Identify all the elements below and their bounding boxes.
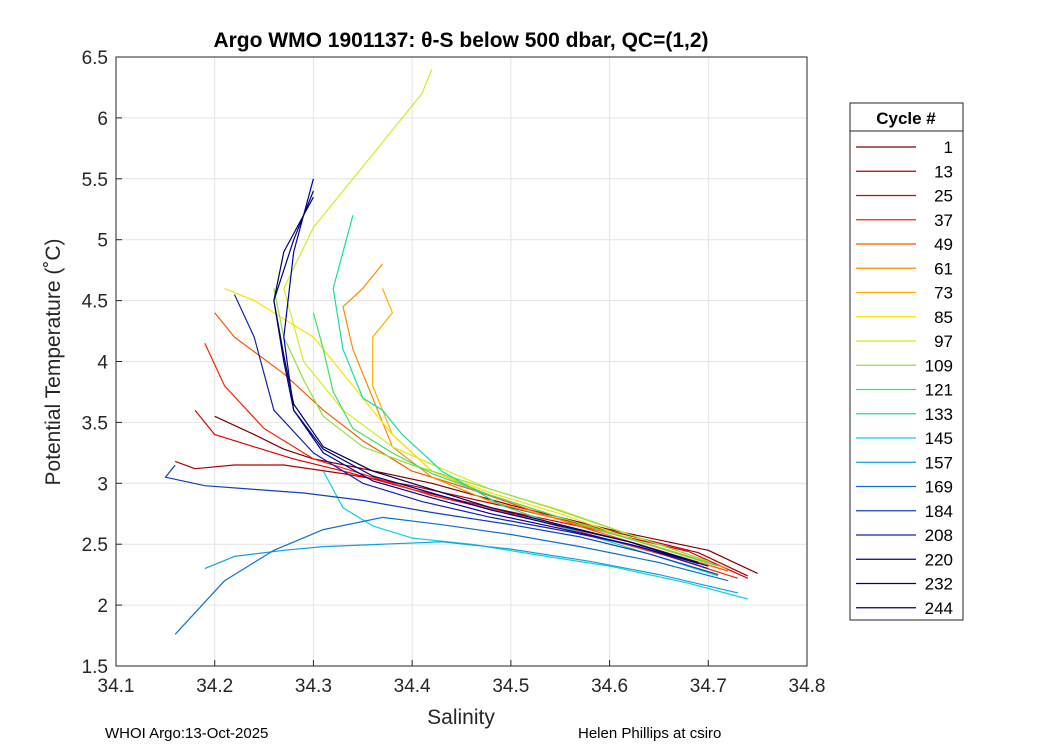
series-line-cycle-1 — [214, 415, 758, 574]
x-axis-label: Salinity — [427, 706, 495, 729]
series-line-cycle-25 — [194, 409, 749, 579]
series-line-cycle-184 — [164, 464, 719, 576]
series-line-cycle-208 — [233, 294, 709, 570]
legend-label: 13 — [934, 162, 953, 181]
series-line-cycle-157 — [204, 541, 739, 594]
x-tick-label: 34.3 — [295, 676, 332, 697]
y-tick-label: 6.5 — [82, 48, 108, 69]
legend-label: 133 — [925, 405, 953, 424]
y-tick-label: 2 — [97, 596, 108, 617]
series-lines — [164, 68, 758, 635]
x-tick-label: 34.2 — [196, 676, 233, 697]
series-line-cycle-169 — [174, 516, 729, 635]
legend: Cycle # 1 13 25 37 49 61 73 85 97 109 121 133 145 157… — [849, 102, 964, 621]
x-tick-label: 34.7 — [690, 676, 727, 697]
legend-label: 184 — [925, 502, 953, 521]
legend-label: 220 — [925, 550, 953, 569]
y-tick-label: 4.5 — [82, 292, 108, 313]
legend-box — [849, 102, 964, 621]
x-tick-label: 34.4 — [394, 676, 431, 697]
x-tick-label: 34.1 — [98, 676, 135, 697]
y-tick-label: 6 — [97, 109, 108, 130]
legend-label: 1 — [944, 138, 953, 157]
x-tick-label: 34.5 — [492, 676, 529, 697]
y-tick-label: 3.5 — [82, 413, 108, 434]
footer-source: WHOI Argo:13-Oct-2025 — [105, 725, 269, 742]
y-tick-label: 5.5 — [82, 170, 108, 191]
y-tick-label: 5 — [97, 231, 108, 252]
legend-label: 208 — [925, 526, 953, 545]
series-line-cycle-49 — [214, 312, 729, 572]
legend-label: 169 — [925, 478, 953, 497]
legend-label: 25 — [934, 187, 953, 206]
legend-label: 157 — [925, 453, 953, 472]
x-tick-label: 34.6 — [591, 676, 628, 697]
y-axis-ticks: 1.5 2 2.5 3 3.5 4 4.5 5 5.5 6 6.5 — [82, 48, 122, 678]
series-line-cycle-145 — [322, 470, 748, 600]
series-line-cycle-121 — [312, 312, 719, 567]
legend-label: 109 — [925, 356, 953, 375]
series-line-cycle-85 — [224, 287, 709, 565]
legend-label: 121 — [925, 381, 953, 400]
series-line-cycle-109 — [273, 288, 709, 562]
footer-credit: Helen Phillips at csiro — [578, 725, 722, 742]
legend-label: 145 — [925, 429, 953, 448]
legend-label: 49 — [934, 235, 953, 254]
x-tick-label: 34.8 — [789, 676, 826, 697]
legend-label: 85 — [934, 308, 953, 327]
series-line-cycle-244 — [273, 196, 699, 565]
y-tick-label: 4 — [97, 353, 108, 374]
legend-label: 73 — [934, 284, 953, 303]
legend-label: 61 — [934, 259, 953, 278]
chart-title: Argo WMO 1901137: θ-S below 500 dbar, QC… — [213, 29, 708, 52]
y-tick-label: 1.5 — [82, 657, 108, 678]
x-axis-ticks: 34.1 34.2 34.3 34.4 34.5 34.6 34.7 34.8 — [98, 660, 826, 697]
legend-items: 1 13 25 37 49 61 73 85 97 109 121 133 145 157 169 184 20… — [856, 138, 953, 618]
legend-label: 97 — [934, 332, 953, 351]
series-line-cycle-220 — [283, 178, 709, 567]
series-line-cycle-37 — [204, 342, 739, 579]
legend-title: Cycle # — [876, 109, 936, 128]
legend-label: 232 — [925, 575, 953, 594]
legend-label: 37 — [934, 211, 953, 230]
y-tick-label: 3 — [97, 474, 108, 495]
y-axis-label: Potential Temperature (˚C) — [42, 238, 65, 485]
y-tick-label: 2.5 — [82, 535, 108, 556]
legend-label: 244 — [925, 599, 953, 618]
series-line-cycle-232 — [273, 190, 699, 564]
